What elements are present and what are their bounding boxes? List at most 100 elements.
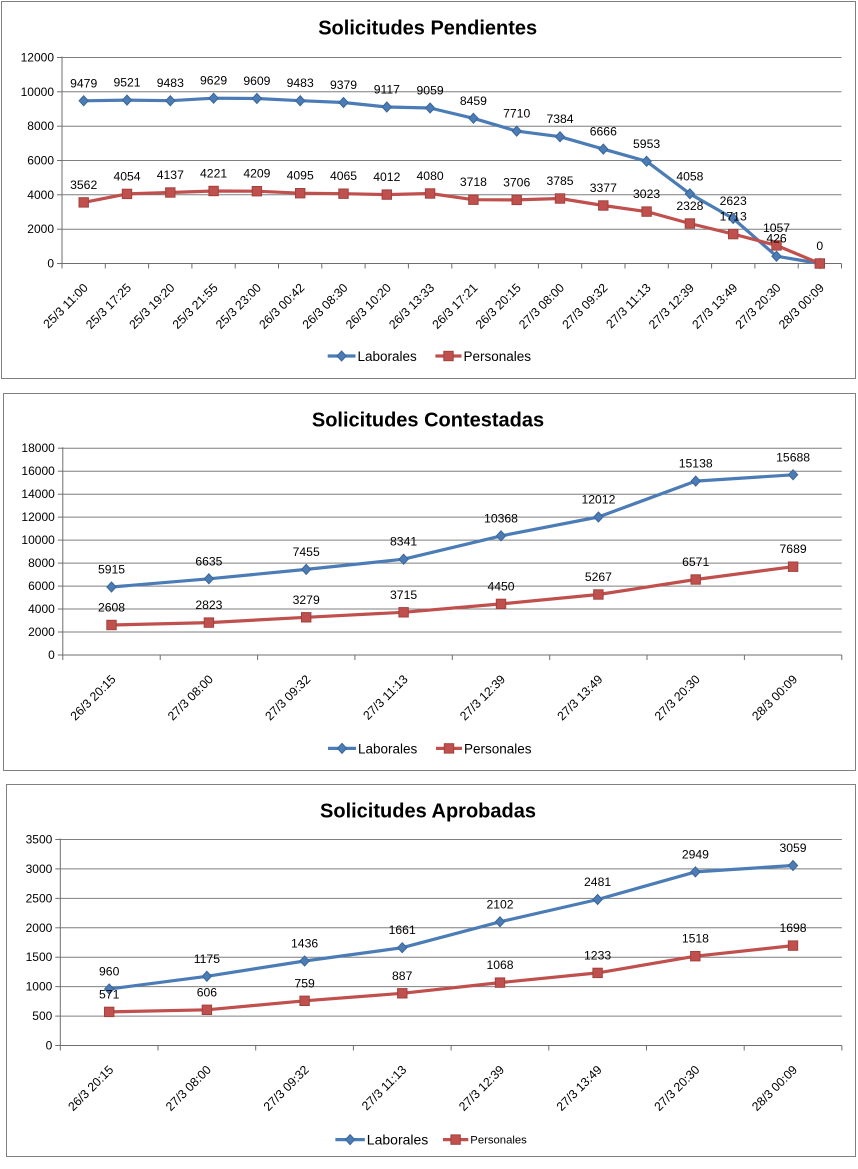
svg-text:18000: 18000 bbox=[21, 441, 55, 455]
svg-text:3023: 3023 bbox=[633, 187, 660, 201]
svg-text:15688: 15688 bbox=[776, 450, 810, 464]
svg-text:2608: 2608 bbox=[98, 601, 125, 615]
svg-text:16000: 16000 bbox=[21, 464, 55, 478]
svg-text:7689: 7689 bbox=[780, 542, 807, 556]
svg-text:2000: 2000 bbox=[26, 921, 53, 935]
svg-text:Laborales: Laborales bbox=[367, 1132, 429, 1148]
svg-text:Personales: Personales bbox=[464, 349, 532, 364]
svg-text:606: 606 bbox=[197, 985, 218, 999]
svg-text:Solicitudes Aprobadas: Solicitudes Aprobadas bbox=[320, 801, 536, 823]
svg-text:9117: 9117 bbox=[374, 83, 400, 97]
svg-text:5267: 5267 bbox=[585, 570, 612, 584]
svg-text:500: 500 bbox=[32, 1009, 52, 1023]
svg-text:960: 960 bbox=[99, 965, 120, 979]
svg-text:3000: 3000 bbox=[26, 862, 53, 876]
svg-text:0: 0 bbox=[46, 1039, 53, 1053]
svg-text:2481: 2481 bbox=[584, 875, 611, 889]
svg-text:8000: 8000 bbox=[27, 119, 54, 133]
svg-text:Solicitudes Contestadas: Solicitudes Contestadas bbox=[312, 410, 544, 432]
svg-text:12000: 12000 bbox=[21, 510, 55, 524]
svg-text:2949: 2949 bbox=[682, 847, 709, 861]
svg-text:571: 571 bbox=[99, 987, 120, 1001]
svg-text:8000: 8000 bbox=[28, 556, 55, 570]
svg-text:3059: 3059 bbox=[779, 841, 806, 855]
svg-text:1175: 1175 bbox=[194, 952, 220, 966]
svg-text:4054: 4054 bbox=[113, 169, 140, 183]
svg-text:3706: 3706 bbox=[503, 175, 530, 189]
svg-text:2500: 2500 bbox=[26, 891, 53, 905]
svg-text:2000: 2000 bbox=[28, 625, 55, 639]
svg-text:7384: 7384 bbox=[546, 112, 573, 126]
svg-text:9629: 9629 bbox=[200, 74, 227, 88]
svg-text:1436: 1436 bbox=[291, 937, 318, 951]
svg-text:1500: 1500 bbox=[26, 950, 53, 964]
svg-text:2823: 2823 bbox=[195, 598, 222, 612]
svg-text:9059: 9059 bbox=[417, 84, 444, 98]
svg-text:10000: 10000 bbox=[21, 533, 55, 547]
svg-text:3785: 3785 bbox=[546, 174, 573, 188]
svg-text:4012: 4012 bbox=[373, 170, 400, 184]
svg-text:5915: 5915 bbox=[98, 563, 125, 577]
svg-text:4209: 4209 bbox=[243, 167, 270, 181]
svg-text:6635: 6635 bbox=[195, 554, 222, 568]
svg-text:0: 0 bbox=[816, 239, 823, 253]
svg-text:1661: 1661 bbox=[389, 923, 416, 937]
svg-text:0: 0 bbox=[47, 257, 54, 271]
svg-text:4058: 4058 bbox=[676, 169, 703, 183]
svg-text:2000: 2000 bbox=[27, 222, 54, 236]
svg-text:Laborales: Laborales bbox=[358, 741, 418, 756]
svg-text:1698: 1698 bbox=[779, 921, 806, 935]
svg-text:4000: 4000 bbox=[28, 602, 55, 616]
svg-text:12012: 12012 bbox=[581, 493, 615, 507]
svg-text:1057: 1057 bbox=[763, 221, 790, 235]
svg-text:4450: 4450 bbox=[487, 579, 514, 593]
svg-text:10368: 10368 bbox=[484, 511, 518, 525]
svg-text:9609: 9609 bbox=[243, 74, 270, 88]
svg-text:887: 887 bbox=[392, 969, 413, 983]
svg-text:Laborales: Laborales bbox=[358, 349, 418, 364]
svg-text:3377: 3377 bbox=[590, 181, 617, 195]
svg-text:7455: 7455 bbox=[293, 545, 320, 559]
svg-text:Solicitudes Pendientes: Solicitudes Pendientes bbox=[318, 18, 537, 40]
svg-text:14000: 14000 bbox=[21, 487, 55, 501]
svg-text:4065: 4065 bbox=[330, 169, 357, 183]
svg-text:9379: 9379 bbox=[330, 78, 357, 92]
svg-text:9521: 9521 bbox=[113, 76, 140, 90]
svg-text:Personales: Personales bbox=[464, 741, 532, 756]
svg-text:2623: 2623 bbox=[720, 194, 747, 208]
svg-text:1518: 1518 bbox=[682, 932, 709, 946]
svg-text:Personales: Personales bbox=[470, 1135, 527, 1147]
svg-text:0: 0 bbox=[48, 648, 55, 662]
svg-text:8341: 8341 bbox=[390, 535, 417, 549]
svg-text:8459: 8459 bbox=[460, 94, 487, 108]
svg-text:2102: 2102 bbox=[486, 897, 513, 911]
svg-text:4000: 4000 bbox=[27, 188, 54, 202]
svg-text:3718: 3718 bbox=[460, 175, 487, 189]
svg-text:1233: 1233 bbox=[584, 948, 611, 962]
svg-text:6000: 6000 bbox=[28, 579, 55, 593]
svg-text:6666: 6666 bbox=[590, 125, 617, 139]
svg-text:1000: 1000 bbox=[26, 980, 53, 994]
svg-text:4137: 4137 bbox=[157, 168, 184, 182]
svg-text:2328: 2328 bbox=[676, 199, 703, 213]
svg-text:3715: 3715 bbox=[390, 588, 417, 602]
svg-text:6571: 6571 bbox=[682, 555, 709, 569]
svg-text:9483: 9483 bbox=[157, 76, 184, 90]
svg-text:9483: 9483 bbox=[287, 76, 314, 90]
svg-text:4095: 4095 bbox=[287, 169, 314, 183]
svg-text:15138: 15138 bbox=[679, 457, 713, 471]
svg-text:1068: 1068 bbox=[486, 958, 513, 972]
svg-text:5953: 5953 bbox=[633, 137, 660, 151]
svg-text:3279: 3279 bbox=[293, 593, 320, 607]
svg-text:10000: 10000 bbox=[21, 85, 55, 99]
svg-text:1713: 1713 bbox=[720, 210, 747, 224]
svg-text:7710: 7710 bbox=[503, 107, 530, 121]
svg-text:426: 426 bbox=[766, 232, 787, 246]
svg-text:759: 759 bbox=[294, 976, 315, 990]
svg-text:4080: 4080 bbox=[417, 169, 444, 183]
svg-text:12000: 12000 bbox=[21, 51, 55, 65]
svg-text:9479: 9479 bbox=[70, 76, 97, 90]
svg-text:6000: 6000 bbox=[27, 154, 54, 168]
svg-text:4221: 4221 bbox=[200, 167, 227, 181]
svg-text:3500: 3500 bbox=[26, 833, 53, 847]
